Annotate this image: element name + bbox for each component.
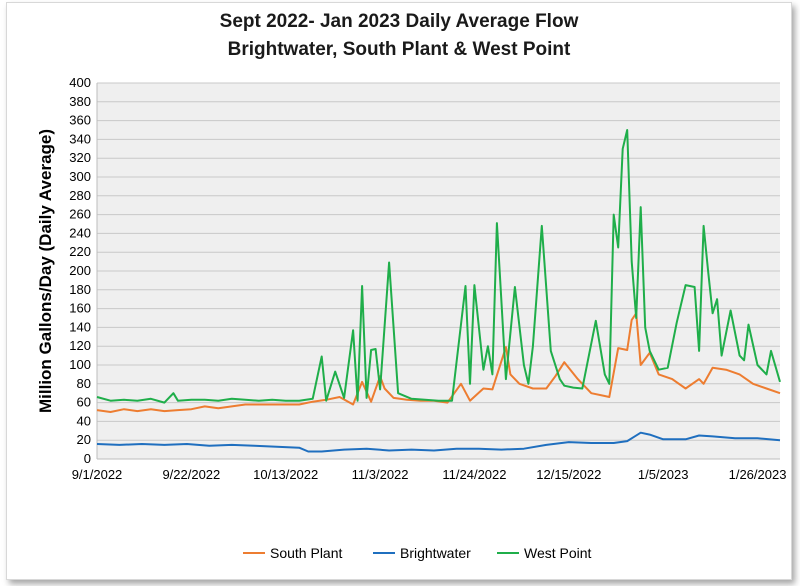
y-tick-label: 180 <box>69 282 91 297</box>
y-axis-title: Million Gallons/Day (Daily Average) <box>36 129 55 413</box>
chart-subtitle: Brightwater, South Plant & West Point <box>228 39 571 60</box>
x-tick-label: 1/5/2023 <box>638 467 689 482</box>
y-tick-label: 300 <box>69 169 91 184</box>
chart-svg: Sept 2022- Jan 2023 Daily Average Flow B… <box>36 11 787 561</box>
legend-label: Brightwater <box>400 545 471 561</box>
gridlines <box>96 82 780 460</box>
x-tick-label: 11/24/2022 <box>442 467 506 482</box>
y-tick-label: 40 <box>77 413 91 428</box>
y-tick-label: 260 <box>69 207 91 222</box>
x-tick-label: 11/3/2022 <box>352 467 409 482</box>
legend-label: South Plant <box>270 545 342 561</box>
x-tick-label: 9/22/2022 <box>162 467 220 482</box>
y-tick-label: 400 <box>69 75 91 90</box>
chart-frame: Sept 2022- Jan 2023 Daily Average Flow B… <box>6 2 792 580</box>
x-tick-label: 1/26/2023 <box>729 467 787 482</box>
y-tick-label: 280 <box>69 188 91 203</box>
y-tick-label: 380 <box>69 94 91 109</box>
chart-title: Sept 2022- Jan 2023 Daily Average Flow <box>220 11 579 32</box>
legend: South Plant Brightwater West Point <box>243 545 592 561</box>
x-tick-label: 12/15/2022 <box>536 467 601 482</box>
y-tick-label: 340 <box>69 131 91 146</box>
y-tick-label: 120 <box>69 338 91 353</box>
y-tick-label: 140 <box>69 319 91 334</box>
y-tick-label: 220 <box>69 244 91 259</box>
y-tick-label: 60 <box>77 395 91 410</box>
series-line-west-point <box>96 129 781 404</box>
x-tick-label: 10/13/2022 <box>253 467 318 482</box>
x-axis-ticks: 9/1/2022 9/22/2022 10/13/2022 11/3/2022 11/2… <box>72 467 787 482</box>
y-tick-label: 0 <box>84 451 91 466</box>
series-line-south-plant <box>96 312 781 413</box>
series-lines <box>96 129 781 453</box>
y-tick-label: 100 <box>69 357 91 372</box>
series-line-brightwater <box>96 431 781 453</box>
y-axis-ticks: 0 20 40 60 80 100 120 140 160 180 200 220 240 260 280 3… <box>69 75 91 466</box>
y-tick-label: 240 <box>69 225 91 240</box>
y-tick-label: 20 <box>77 432 91 447</box>
y-tick-label: 200 <box>69 263 91 278</box>
y-tick-label: 160 <box>69 301 91 316</box>
legend-label: West Point <box>524 545 592 561</box>
y-tick-label: 360 <box>69 113 91 128</box>
y-tick-label: 80 <box>77 376 91 391</box>
y-tick-label: 320 <box>69 150 91 165</box>
x-tick-label: 9/1/2022 <box>72 467 123 482</box>
